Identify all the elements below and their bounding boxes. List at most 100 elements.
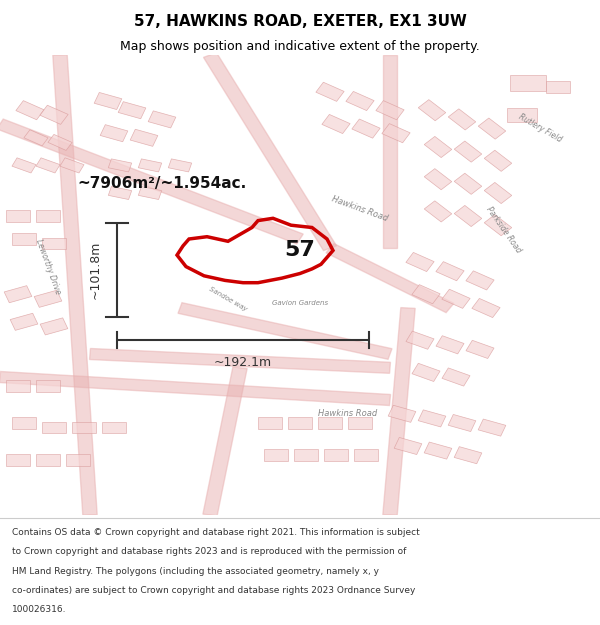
Polygon shape [0,371,391,406]
Bar [40,318,68,335]
Text: 57: 57 [284,241,316,261]
Bar [448,414,476,431]
Bar [148,111,176,128]
Bar [478,118,506,139]
Bar [424,442,452,459]
Bar [66,454,90,466]
Bar [139,159,161,172]
Polygon shape [89,349,391,373]
Polygon shape [203,367,247,516]
Bar [510,74,546,91]
Text: Leworthy Drive: Leworthy Drive [34,238,62,296]
Bar [484,150,512,171]
Polygon shape [203,52,337,251]
Bar [42,422,66,433]
Bar [454,447,482,464]
Bar [394,438,422,454]
Bar [484,182,512,204]
Bar [382,124,410,142]
Bar [36,381,60,392]
Text: ~7906m²/~1.954ac.: ~7906m²/~1.954ac. [77,176,247,191]
Text: ~192.1m: ~192.1m [214,356,272,369]
Bar [48,134,72,151]
Bar [294,449,318,461]
Bar [100,124,128,142]
Bar [436,262,464,281]
Polygon shape [178,302,392,359]
Bar [324,449,348,461]
Bar [507,108,537,122]
Bar [424,136,452,158]
Bar [412,363,440,381]
Bar [6,210,30,222]
Bar [24,130,48,146]
Bar [36,158,60,173]
Bar [478,419,506,436]
Bar [466,271,494,290]
Bar [454,206,482,227]
Bar [118,102,146,119]
Polygon shape [53,55,97,515]
Text: Sandoe way: Sandoe way [208,286,248,312]
Text: Contains OS data © Crown copyright and database right 2021. This information is : Contains OS data © Crown copyright and d… [12,528,420,538]
Text: Hawkins Road: Hawkins Road [331,195,389,224]
Text: 100026316.: 100026316. [12,605,67,614]
Bar [109,159,131,172]
Bar [139,186,161,199]
Bar [418,99,446,121]
Bar [10,313,38,331]
Bar [130,129,158,146]
Text: 57, HAWKINS ROAD, EXETER, EX1 3UW: 57, HAWKINS ROAD, EXETER, EX1 3UW [134,14,466,29]
Bar [346,91,374,111]
Text: HM Land Registry. The polygons (including the associated geometry, namely x, y: HM Land Registry. The polygons (includin… [12,567,379,576]
Text: Map shows position and indicative extent of the property.: Map shows position and indicative extent… [120,39,480,52]
Bar [42,238,66,249]
Polygon shape [383,308,415,516]
Bar [6,454,30,466]
Text: ~101.8m: ~101.8m [89,241,102,299]
Bar [102,422,126,433]
Bar [424,169,452,190]
Bar [40,105,68,124]
Bar [34,290,62,308]
Bar [388,405,416,422]
Bar [348,418,372,429]
Bar [448,109,476,130]
Bar [412,284,440,304]
Bar [406,331,434,349]
Bar [94,92,122,109]
Bar [12,158,36,173]
Bar [466,340,494,359]
Bar [16,101,44,120]
Bar [418,410,446,427]
Text: Gavion Gardens: Gavion Gardens [272,301,328,306]
Bar [454,173,482,194]
Bar [36,210,60,222]
Bar [109,186,131,199]
Text: Parkside Road: Parkside Road [485,205,523,254]
Bar [264,449,288,461]
Bar [442,289,470,308]
Bar [4,286,32,302]
Bar [318,418,342,429]
Bar [354,449,378,461]
Bar [484,214,512,236]
Bar [72,422,96,433]
Bar [454,141,482,162]
Bar [288,418,312,429]
Bar [169,159,191,172]
Polygon shape [383,55,397,248]
Bar [258,418,282,429]
Bar [546,81,570,93]
Text: to Crown copyright and database rights 2023 and is reproduced with the permissio: to Crown copyright and database rights 2… [12,548,406,556]
Bar [406,253,434,272]
Bar [436,336,464,354]
Text: Hawkins Road: Hawkins Road [319,409,377,418]
Bar [424,201,452,222]
Polygon shape [326,244,454,312]
Bar [352,119,380,138]
Bar [322,114,350,134]
Bar [316,82,344,101]
Bar [60,158,84,173]
Text: co-ordinates) are subject to Crown copyright and database rights 2023 Ordnance S: co-ordinates) are subject to Crown copyr… [12,586,415,595]
